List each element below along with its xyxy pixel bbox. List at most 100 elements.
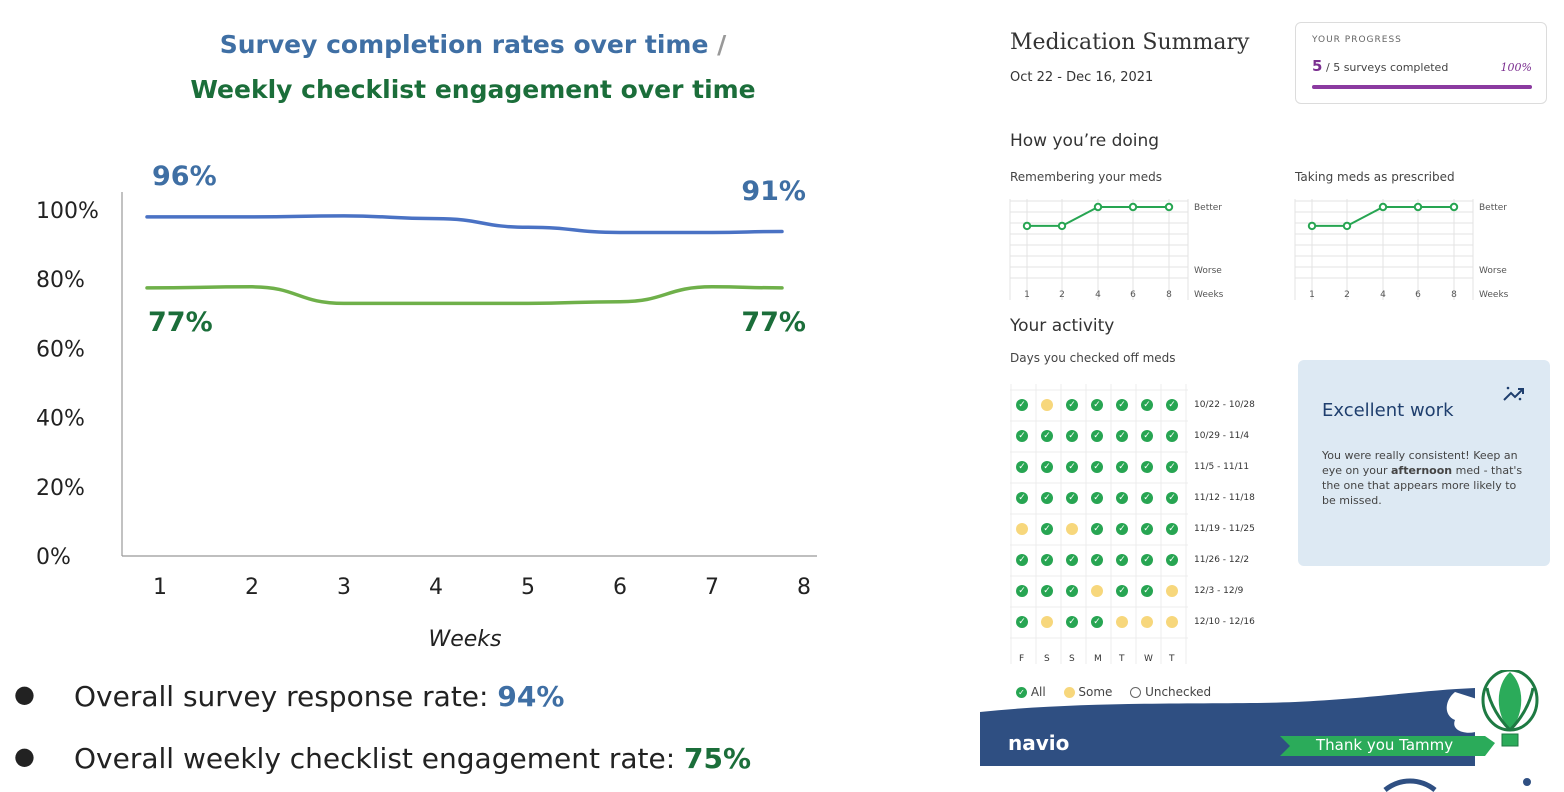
checked-all-icon: ✓ xyxy=(1116,554,1128,566)
legend-unchecked-label: Unchecked xyxy=(1145,685,1212,699)
checked-some-icon xyxy=(1091,585,1103,597)
mini-point xyxy=(1164,202,1174,212)
y-tick-label: 20% xyxy=(36,476,85,501)
weekday-label: F xyxy=(1019,654,1025,664)
checked-all-icon: ✓ xyxy=(1116,461,1128,473)
week-range-label: 12/3 - 12/9 xyxy=(1194,586,1244,596)
checked-all-icon: ✓ xyxy=(1016,461,1028,473)
checked-all-icon: ✓ xyxy=(1141,399,1153,411)
legend-some-icon xyxy=(1063,687,1075,698)
excellent-body-bold: afternoon xyxy=(1390,464,1453,477)
series-line-2 xyxy=(145,285,784,306)
mini-week-label: 6 xyxy=(1130,290,1136,300)
checked-all-icon: ✓ xyxy=(1066,585,1078,597)
progress-sub: / 5 surveys completed xyxy=(1326,61,1449,74)
legend-unchecked-icon xyxy=(1130,687,1142,698)
mini-worse-label: Worse xyxy=(1194,266,1222,276)
checked-some-icon xyxy=(1041,616,1053,628)
checked-some-icon xyxy=(1066,523,1078,535)
legend-all: ✓ All xyxy=(1016,685,1046,699)
x-tick-label: 4 xyxy=(429,575,443,600)
legend-check-icon: ✓ xyxy=(1016,687,1027,698)
chart-title-line-2: Weekly checklist engagement over time xyxy=(190,75,756,104)
bullet-value: 94% xyxy=(497,680,565,713)
checked-all-icon: ✓ xyxy=(1041,523,1053,535)
thank-you-banner: Thank you Tammy xyxy=(1316,736,1454,754)
excellent-body-part-2: med - that's the one that appears more l… xyxy=(1322,464,1523,507)
mini-better-label: Better xyxy=(1194,203,1222,213)
checked-all-icon: ✓ xyxy=(1141,461,1153,473)
progress-pct: 100% xyxy=(1500,61,1532,74)
checked-all-icon: ✓ xyxy=(1066,492,1078,504)
series-start-label: 77% xyxy=(148,307,213,338)
checked-all-icon: ✓ xyxy=(1016,492,1028,504)
excellent-body-part-1: You were really consistent! Keep an eye … xyxy=(1322,449,1518,477)
y-tick-label: 60% xyxy=(36,337,85,362)
checked-all-icon: ✓ xyxy=(1116,492,1128,504)
checked-all-icon: ✓ xyxy=(1166,399,1178,411)
checked-all-icon: ✓ xyxy=(1091,492,1103,504)
checked-all-icon: ✓ xyxy=(1041,461,1053,473)
checked-all-icon: ✓ xyxy=(1066,461,1078,473)
mini-point xyxy=(1378,202,1388,212)
checked-all-icon: ✓ xyxy=(1066,399,1078,411)
checked-all-icon: ✓ xyxy=(1041,585,1053,597)
excellent-body: You were really consistent! Keep an eye … xyxy=(1322,448,1527,508)
x-tick-label: 8 xyxy=(797,575,811,600)
mini-better-label: Better xyxy=(1479,203,1507,213)
bullet-label: Overall weekly checklist engagement rate… xyxy=(74,742,685,775)
checked-all-icon: ✓ xyxy=(1141,585,1153,597)
checked-all-icon: ✓ xyxy=(1116,430,1128,442)
checked-some-icon xyxy=(1166,616,1178,628)
checked-all-icon: ✓ xyxy=(1041,492,1053,504)
y-tick-label: 0% xyxy=(36,545,71,570)
mini-week-label: 4 xyxy=(1095,290,1101,300)
weekday-label: S xyxy=(1044,654,1050,664)
remember-mini-chart: Better Worse 1 2 4 6 8 Weeks xyxy=(1009,199,1224,300)
series-end-label: 77% xyxy=(741,307,806,338)
mini-week-label: 1 xyxy=(1024,290,1030,300)
bullet-dot: ● xyxy=(14,742,35,770)
checked-all-icon: ✓ xyxy=(1041,554,1053,566)
mini-week-label: 2 xyxy=(1059,290,1065,300)
checked-all-icon: ✓ xyxy=(1091,616,1103,628)
checked-all-icon: ✓ xyxy=(1141,492,1153,504)
checked-all-icon: ✓ xyxy=(1116,585,1128,597)
mini-weeks-label: Weeks xyxy=(1194,290,1224,300)
checked-all-icon: ✓ xyxy=(1141,554,1153,566)
week-range-label: 10/22 - 10/28 xyxy=(1194,400,1255,410)
checked-all-icon: ✓ xyxy=(1141,523,1153,535)
bullet-label: Overall survey response rate: xyxy=(74,680,498,713)
checked-all-icon: ✓ xyxy=(1166,492,1178,504)
mini-point xyxy=(1093,202,1103,212)
weekday-label: W xyxy=(1144,654,1153,664)
x-tick-label: 6 xyxy=(613,575,627,600)
bullet-value: 75% xyxy=(684,742,752,775)
checked-all-icon: ✓ xyxy=(1116,523,1128,535)
mini-week-label: 1 xyxy=(1309,290,1315,300)
checked-all-icon: ✓ xyxy=(1041,430,1053,442)
x-tick-label: 2 xyxy=(245,575,259,600)
checked-all-icon: ✓ xyxy=(1166,430,1178,442)
mini-point xyxy=(1057,221,1067,231)
checked-all-icon: ✓ xyxy=(1016,554,1028,566)
checked-all-icon: ✓ xyxy=(1166,523,1178,535)
series-line-1 xyxy=(145,214,784,235)
activity-grid-lines xyxy=(1010,384,1188,664)
trend-sparkle-icon xyxy=(1502,384,1526,409)
checked-all-icon: ✓ xyxy=(1016,430,1028,442)
weekday-label: T xyxy=(1119,654,1125,664)
week-range-label: 12/10 - 12/16 xyxy=(1194,617,1255,627)
week-range-label: 11/19 - 11/25 xyxy=(1194,524,1255,534)
y-tick-label: 40% xyxy=(36,407,85,432)
x-tick-label: 5 xyxy=(521,575,535,600)
checked-all-icon: ✓ xyxy=(1116,399,1128,411)
checked-all-icon: ✓ xyxy=(1016,585,1028,597)
checked-some-icon xyxy=(1041,399,1053,411)
bullet-dot: ● xyxy=(14,680,35,708)
mini-week-label: 4 xyxy=(1380,290,1386,300)
days-checked-heading: Days you checked off meds xyxy=(1010,351,1176,365)
checked-all-icon: ✓ xyxy=(1091,554,1103,566)
series-end-label: 91% xyxy=(741,176,806,207)
mini-week-label: 6 xyxy=(1415,290,1421,300)
